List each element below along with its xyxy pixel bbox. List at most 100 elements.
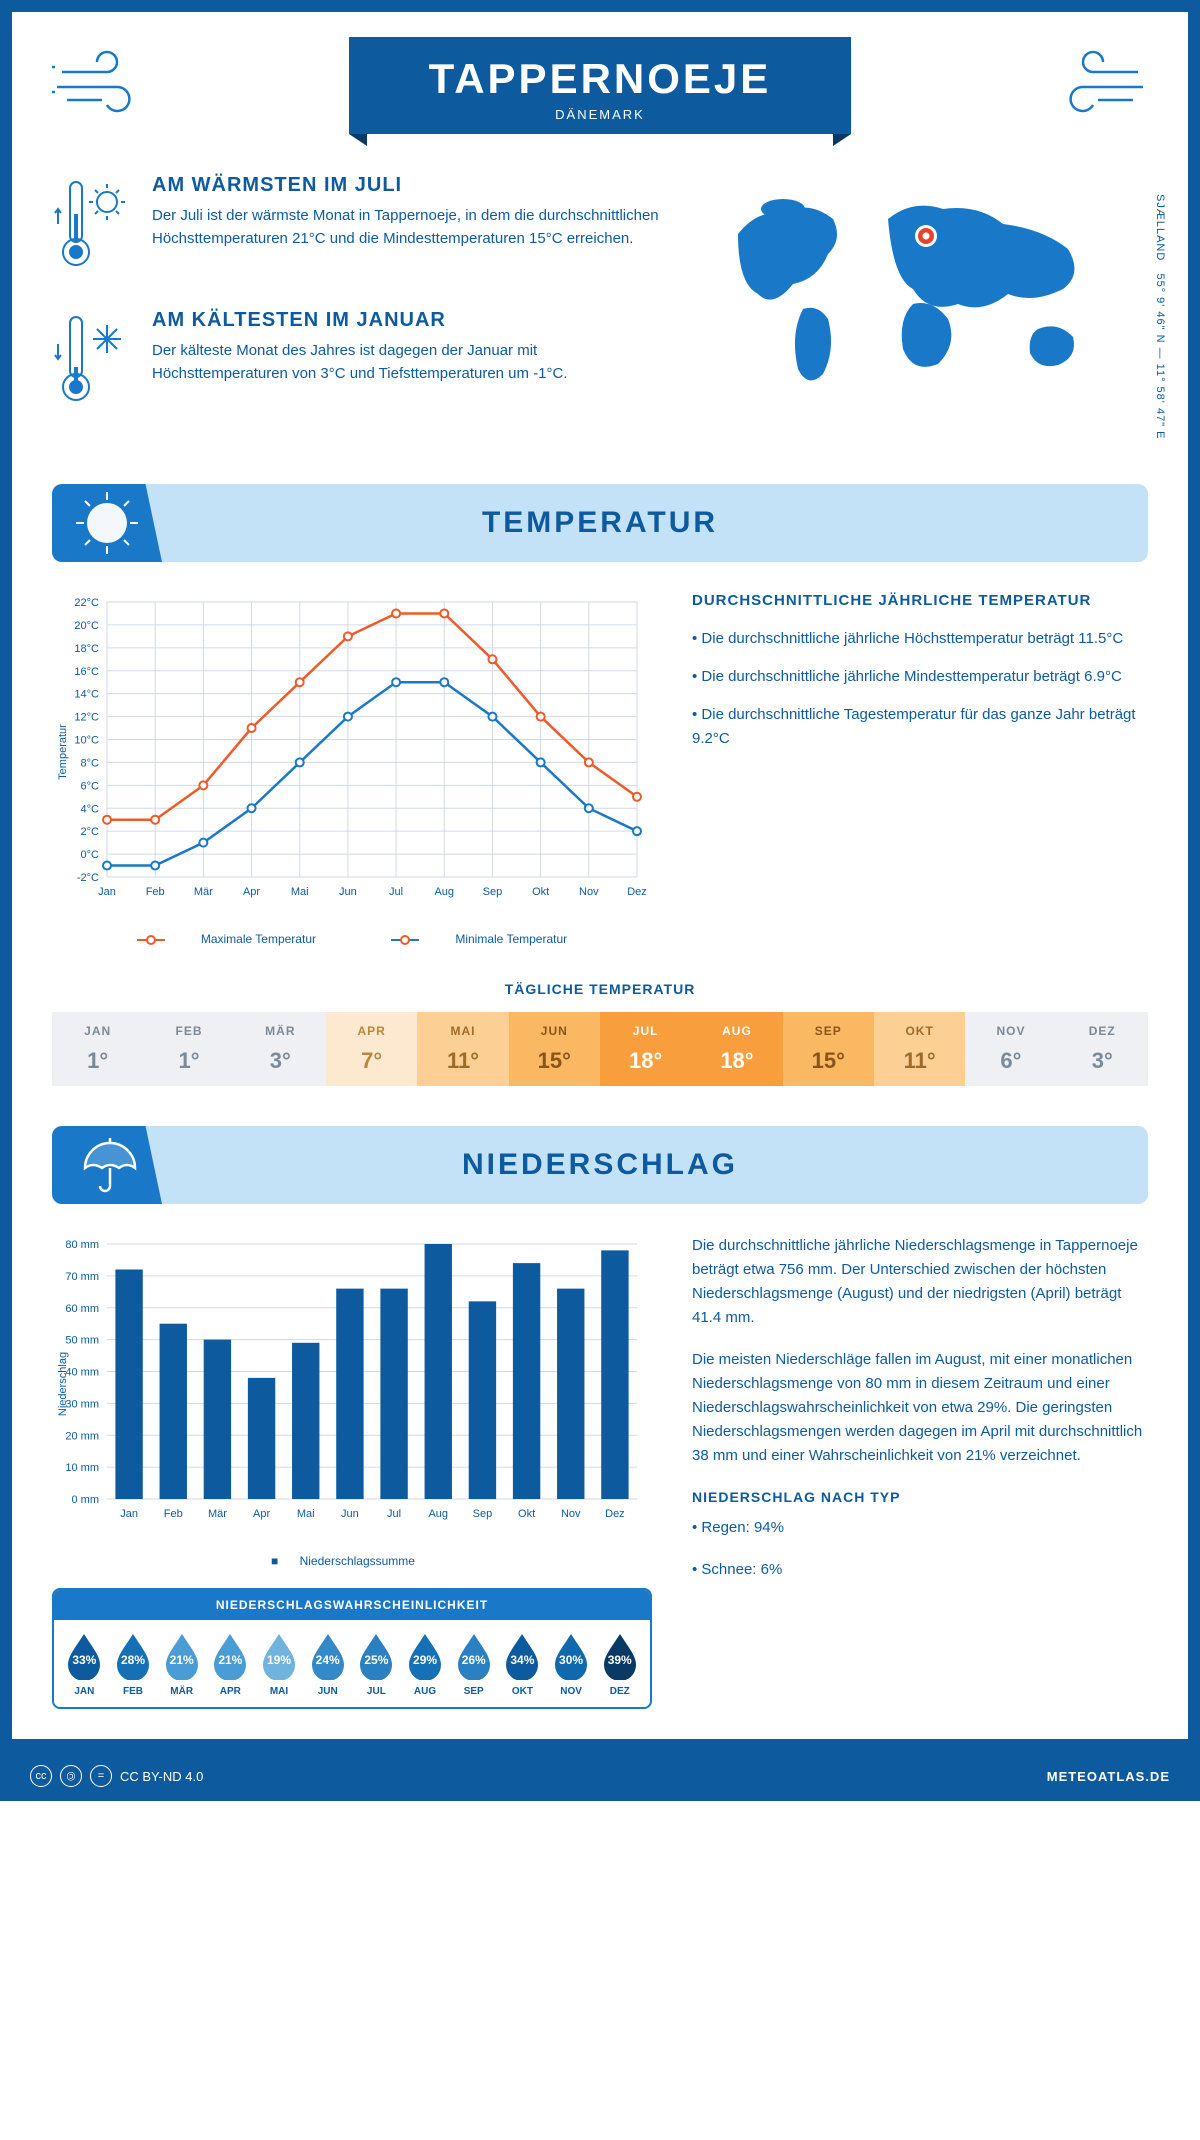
daily-cell: MÄR 3° (235, 1012, 326, 1086)
thermometer-sun-icon (52, 174, 132, 279)
svg-text:30 mm: 30 mm (65, 1398, 99, 1410)
temperature-line-chart: -2°C0°C2°C4°C6°C8°C10°C12°C14°C16°C18°C2… (52, 592, 652, 946)
svg-text:14°C: 14°C (74, 689, 99, 701)
svg-text:Okt: Okt (532, 886, 549, 898)
svg-text:Niederschlag: Niederschlag (57, 1352, 69, 1416)
location-title: TAPPERNOEJE (429, 55, 772, 103)
temperature-section-header: TEMPERATUR (52, 484, 1148, 562)
umbrella-icon (52, 1126, 162, 1204)
svg-text:Nov: Nov (579, 886, 599, 898)
precip-section-header: NIEDERSCHLAG (52, 1126, 1148, 1204)
prob-cell: 26% SEP (449, 1632, 498, 1697)
precip-heading: NIEDERSCHLAG (52, 1148, 1148, 1182)
svg-text:50 mm: 50 mm (65, 1335, 99, 1347)
coordinates: SJÆLLAND 55° 9' 46" N — 11° 58' 47" E (1154, 194, 1166, 439)
svg-text:Jul: Jul (389, 886, 403, 898)
precip-probability-box: NIEDERSCHLAGSWAHRSCHEINLICHKEIT 33% JAN … (52, 1588, 652, 1709)
temp-bullet: • Die durchschnittliche jährliche Mindes… (692, 665, 1148, 689)
nd-icon: = (90, 1765, 112, 1787)
daily-cell: DEZ 3° (1057, 1012, 1148, 1086)
svg-text:Aug: Aug (434, 886, 454, 898)
svg-text:Temperatur: Temperatur (57, 724, 69, 780)
svg-text:Jan: Jan (98, 886, 116, 898)
site-name: METEOATLAS.DE (1047, 1769, 1170, 1784)
daily-cell: JAN 1° (52, 1012, 143, 1086)
daily-cell: JUL 18° (600, 1012, 691, 1086)
svg-text:Feb: Feb (146, 886, 165, 898)
svg-text:60 mm: 60 mm (65, 1303, 99, 1315)
svg-text:40 mm: 40 mm (65, 1367, 99, 1379)
header: TAPPERNOEJE DÄNEMARK (52, 12, 1148, 174)
world-map: SJÆLLAND 55° 9' 46" N — 11° 58' 47" E (708, 174, 1148, 444)
temp-info-title: DURCHSCHNITTLICHE JÄHRLICHE TEMPERATUR (692, 592, 1148, 609)
svg-text:20 mm: 20 mm (65, 1430, 99, 1442)
svg-text:Feb: Feb (164, 1508, 183, 1520)
prob-cell: 28% FEB (109, 1632, 158, 1697)
daily-temp-grid: JAN 1° FEB 1° MÄR 3° APR 7° MAI 11° JUN … (52, 1012, 1148, 1086)
svg-text:Jun: Jun (339, 886, 357, 898)
svg-text:Aug: Aug (428, 1508, 448, 1520)
warmest-fact: AM WÄRMSTEN IM JULI Der Juli ist der wär… (52, 174, 668, 279)
license-text: CC BY-ND 4.0 (120, 1769, 203, 1784)
svg-text:4°C: 4°C (81, 803, 100, 815)
temp-bullet: • Die durchschnittliche jährliche Höchst… (692, 627, 1148, 651)
svg-text:-2°C: -2°C (77, 872, 99, 884)
daily-cell: FEB 1° (143, 1012, 234, 1086)
svg-text:Mai: Mai (291, 886, 309, 898)
svg-text:Okt: Okt (518, 1508, 535, 1520)
temp-heading: TEMPERATUR (52, 506, 1148, 540)
daily-cell: OKT 11° (874, 1012, 965, 1086)
daily-cell: SEP 15° (783, 1012, 874, 1086)
coldest-text: Der kälteste Monat des Jahres ist dagege… (152, 340, 668, 385)
prob-cell: 34% OKT (498, 1632, 547, 1697)
coldest-fact: AM KÄLTESTEN IM JANUAR Der kälteste Mona… (52, 309, 668, 414)
daily-cell: JUN 15° (509, 1012, 600, 1086)
svg-text:0 mm: 0 mm (72, 1494, 100, 1506)
precip-type: • Regen: 94% (692, 1516, 1148, 1540)
svg-text:0°C: 0°C (81, 849, 100, 861)
svg-text:Apr: Apr (243, 886, 260, 898)
temp-bullet: • Die durchschnittliche Tagestemperatur … (692, 703, 1148, 751)
daily-cell: MAI 11° (417, 1012, 508, 1086)
daily-cell: APR 7° (326, 1012, 417, 1086)
svg-text:2°C: 2°C (81, 826, 100, 838)
prob-cell: 21% APR (206, 1632, 255, 1697)
prob-cell: 25% JUL (352, 1632, 401, 1697)
prob-cell: 21% MÄR (157, 1632, 206, 1697)
svg-text:6°C: 6°C (81, 780, 100, 792)
cc-icon: cc (30, 1765, 52, 1787)
precip-type: • Schnee: 6% (692, 1558, 1148, 1582)
precip-bar-chart: 0 mm10 mm20 mm30 mm40 mm50 mm60 mm70 mm8… (52, 1234, 652, 1568)
country-subtitle: DÄNEMARK (429, 107, 772, 122)
svg-text:Jan: Jan (120, 1508, 138, 1520)
svg-text:80 mm: 80 mm (65, 1239, 99, 1251)
svg-text:Apr: Apr (253, 1508, 270, 1520)
by-icon: 🄯 (60, 1765, 82, 1787)
warmest-text: Der Juli ist der wärmste Monat in Tapper… (152, 205, 668, 250)
svg-text:Mär: Mär (208, 1508, 227, 1520)
prob-cell: 19% MAI (255, 1632, 304, 1697)
svg-text:Nov: Nov (561, 1508, 581, 1520)
prob-cell: 33% JAN (60, 1632, 109, 1697)
prob-cell: 24% JUN (303, 1632, 352, 1697)
temp-legend: .leg-line:nth-of-type(1):after{border-co… (52, 932, 652, 946)
svg-text:Jul: Jul (387, 1508, 401, 1520)
temp-info: DURCHSCHNITTLICHE JÄHRLICHE TEMPERATUR •… (692, 592, 1148, 946)
svg-text:8°C: 8°C (81, 757, 100, 769)
svg-text:Sep: Sep (473, 1508, 493, 1520)
title-ribbon: TAPPERNOEJE DÄNEMARK (349, 37, 852, 134)
sun-icon (52, 484, 162, 562)
coldest-title: AM KÄLTESTEN IM JANUAR (152, 309, 668, 332)
daily-cell: AUG 18° (691, 1012, 782, 1086)
svg-text:70 mm: 70 mm (65, 1271, 99, 1283)
svg-text:Sep: Sep (483, 886, 503, 898)
daily-temp-title: TÄGLICHE TEMPERATUR (52, 981, 1148, 997)
precip-info: Die durchschnittliche jährliche Niedersc… (692, 1234, 1148, 1709)
precip-type-title: NIEDERSCHLAG NACH TYP (692, 1486, 1148, 1508)
svg-text:20°C: 20°C (74, 620, 99, 632)
footer: cc 🄯 = CC BY-ND 4.0 METEOATLAS.DE (0, 1751, 1200, 1801)
wind-icon-left (52, 42, 162, 127)
svg-text:Dez: Dez (605, 1508, 625, 1520)
prob-cell: 29% AUG (401, 1632, 450, 1697)
warmest-title: AM WÄRMSTEN IM JULI (152, 174, 668, 197)
